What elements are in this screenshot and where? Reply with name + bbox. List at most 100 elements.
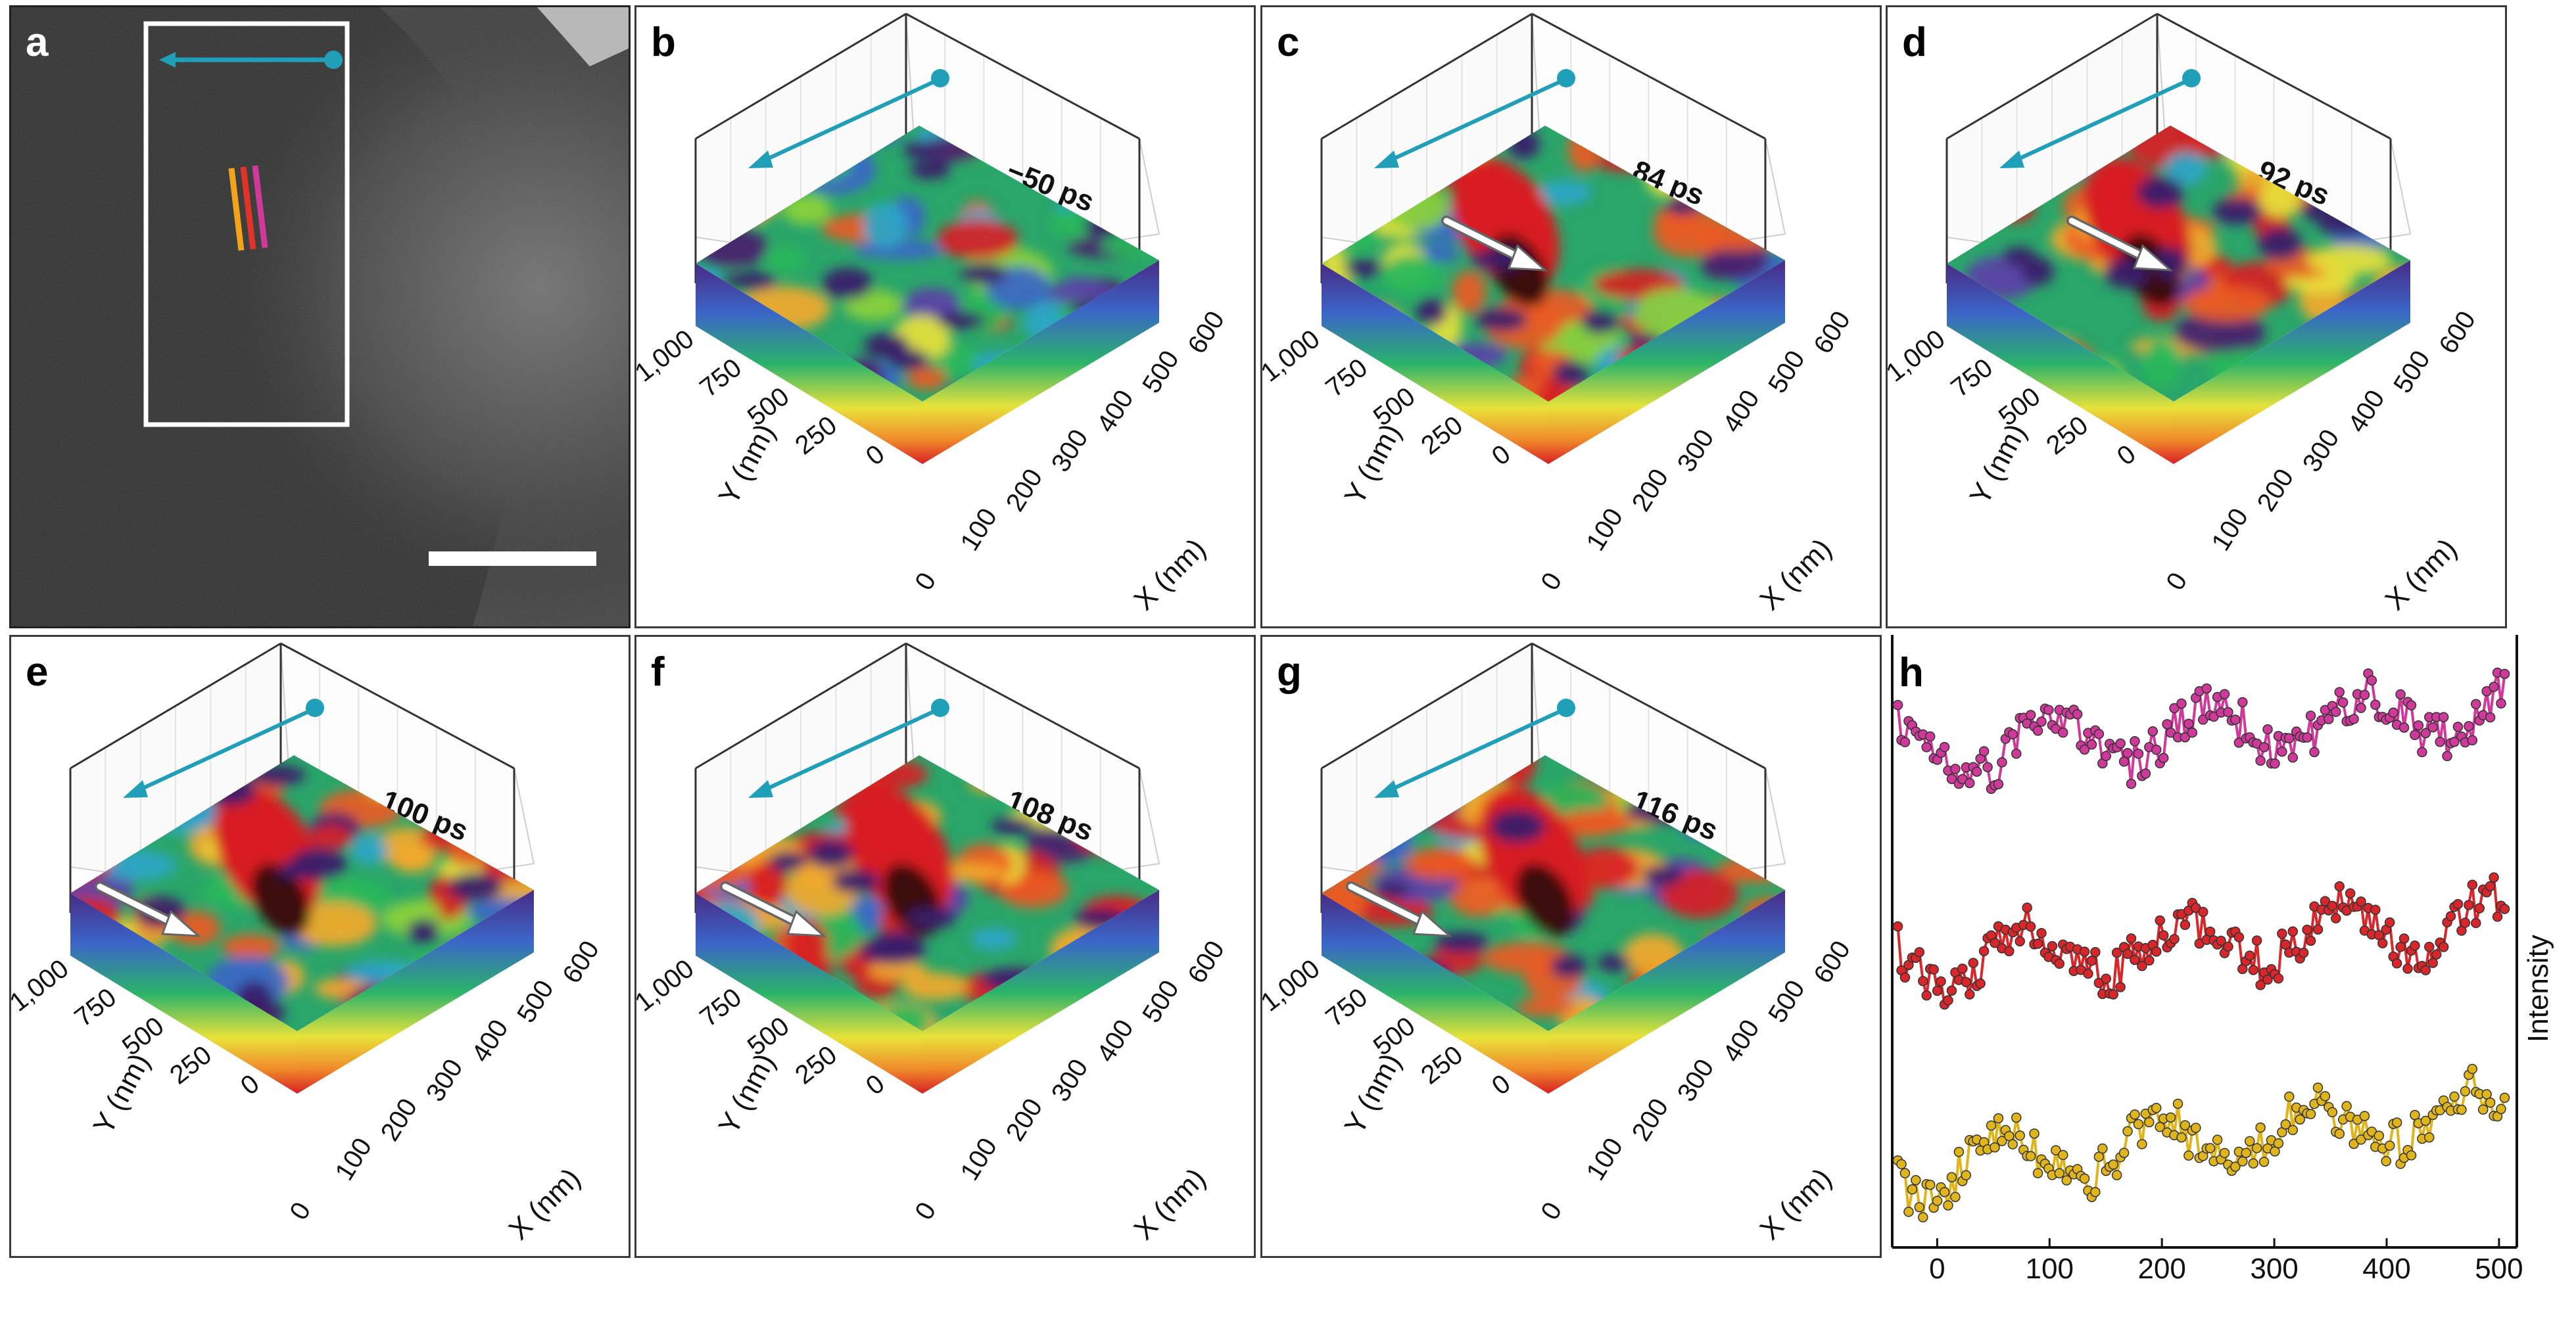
- series-point: [1957, 964, 1968, 974]
- series-point: [2219, 689, 2230, 699]
- series-point: [2460, 1086, 2471, 1097]
- x-tick-label: 500: [512, 975, 560, 1028]
- x-tick-label: 0: [1929, 1253, 1945, 1285]
- series-point: [2093, 729, 2105, 739]
- series-point: [2398, 933, 2410, 944]
- surface-slab: [70, 890, 534, 1094]
- series-point: [2079, 1173, 2090, 1184]
- series-point: [2424, 941, 2435, 952]
- probe-arrow: [748, 69, 949, 168]
- x-tick-label: 400: [1091, 1015, 1139, 1067]
- series-point: [1943, 1200, 1953, 1211]
- series-point: [2496, 698, 2506, 709]
- series-point: [2384, 917, 2395, 928]
- series-point: [2140, 768, 2151, 779]
- series-point: [1990, 937, 2000, 948]
- x-tick-label: 600: [2433, 306, 2481, 359]
- series-point: [2420, 1115, 2431, 1127]
- x-tick-label: 100: [329, 1133, 377, 1186]
- series-point: [2115, 738, 2126, 749]
- y-tick-label: 1,000: [636, 954, 700, 1017]
- surface-slab: [696, 890, 1159, 1094]
- y-tick-label: 0: [2112, 439, 2141, 471]
- series-point: [2180, 732, 2191, 743]
- series-point: [2460, 918, 2471, 928]
- x-tick-label: 200: [375, 1094, 423, 1146]
- series-point: [2237, 1156, 2248, 1167]
- series-point: [1975, 978, 1986, 989]
- probe-arrow: [1374, 69, 1575, 168]
- feature-arrow: [2066, 216, 2174, 271]
- x-tick-label: 400: [466, 1015, 514, 1067]
- y-tick-label: 750: [1945, 353, 1998, 403]
- x-axis-title: X (nm): [502, 1162, 586, 1246]
- series-point: [2169, 703, 2180, 714]
- series-point: [2130, 736, 2140, 747]
- series-point: [2086, 955, 2097, 966]
- line-yellow: [228, 168, 245, 251]
- series-point: [2284, 733, 2295, 743]
- series-point: [2036, 716, 2047, 727]
- series-point: [2187, 727, 2198, 738]
- scale-bar: [429, 551, 596, 566]
- series-point: [2445, 911, 2456, 921]
- y-axis-title: Y (nm): [1339, 1048, 1408, 1140]
- series-point: [1911, 1174, 1921, 1186]
- series-point: [2499, 668, 2510, 680]
- series-point: [2151, 1103, 2162, 1113]
- selection-box: [143, 21, 350, 427]
- series-point: [2058, 727, 2068, 738]
- series-point: [2183, 718, 2194, 730]
- series-point: [2255, 1122, 2266, 1133]
- series-point: [2356, 896, 2366, 907]
- series-point: [1899, 972, 1911, 983]
- series-point: [2216, 935, 2226, 946]
- x-tick-label: 100: [955, 503, 1003, 556]
- y-tick-label: 250: [164, 1040, 217, 1090]
- profile-chart: [1891, 635, 2518, 1249]
- x-tick-label: 500: [2388, 346, 2436, 398]
- series-point: [2471, 918, 2481, 929]
- series-point: [2151, 745, 2162, 755]
- series-point: [2251, 1143, 2262, 1153]
- series-point: [2474, 903, 2485, 914]
- series-point: [2015, 1130, 2025, 1141]
- surface-slab: [696, 260, 1159, 464]
- x-tick-label: 100: [1581, 503, 1629, 556]
- feature-arrow: [1346, 881, 1453, 937]
- series-point: [1939, 1186, 1950, 1197]
- feature-arrow: [95, 881, 202, 937]
- series-point: [2004, 1130, 2015, 1142]
- series-point: [2312, 924, 2324, 935]
- y-tick-label: 0: [861, 1069, 890, 1100]
- series-point: [2115, 982, 2126, 992]
- micrograph: [11, 7, 629, 626]
- probe-arrow: [1999, 69, 2201, 168]
- series-point: [2277, 746, 2287, 757]
- series-point: [2452, 898, 2464, 910]
- series-point: [2011, 1112, 2022, 1123]
- series-point: [2471, 699, 2481, 710]
- x-tick-label: 100: [1581, 1133, 1629, 1186]
- series-point: [2025, 710, 2036, 720]
- series-point: [2022, 902, 2032, 913]
- series-point: [2126, 933, 2137, 944]
- series-point: [1918, 976, 1928, 987]
- series-point: [2273, 973, 2284, 984]
- series-point: [2025, 1151, 2036, 1161]
- feature-arrow: [720, 881, 827, 937]
- x-tick-label: 200: [2252, 464, 2300, 517]
- series-point: [2255, 755, 2266, 766]
- series-point: [2273, 1138, 2284, 1149]
- x-tick-label: 400: [2343, 385, 2391, 438]
- series-point: [2155, 1121, 2165, 1132]
- series-point: [2298, 947, 2309, 958]
- series-point: [1921, 742, 1932, 753]
- series-point: [2331, 707, 2341, 717]
- series-point: [2309, 747, 2320, 758]
- series-point: [2241, 1148, 2252, 1158]
- probe-arrow-dot: [324, 51, 343, 69]
